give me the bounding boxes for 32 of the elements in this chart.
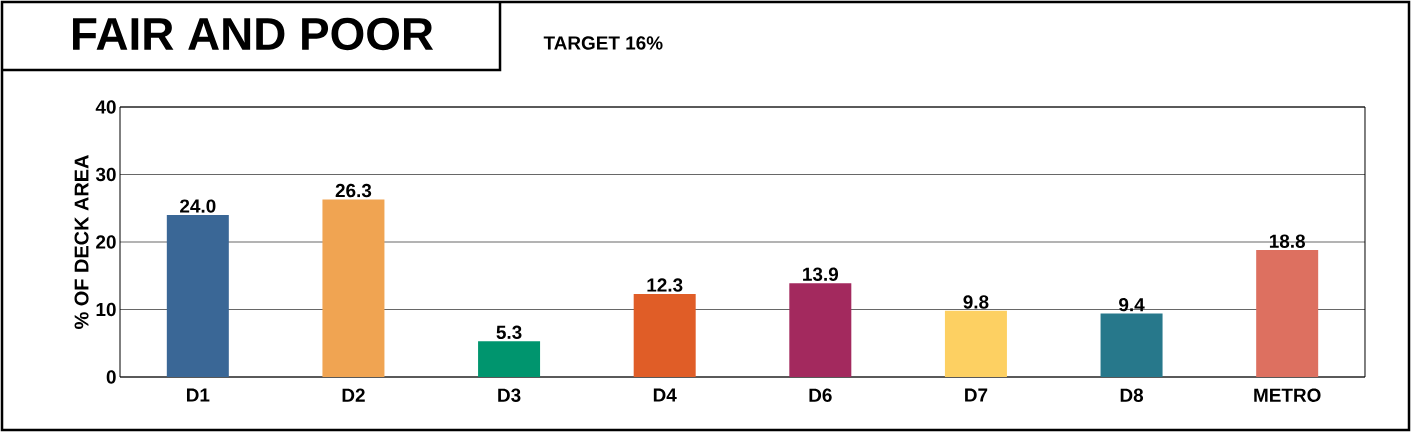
data-label: 9.4 (1119, 297, 1145, 312)
x-tick-label: D2 (342, 388, 365, 402)
x-tick-label: D4 (653, 388, 677, 402)
y-tick-label: 10 (96, 302, 116, 317)
chart-title: FAIR AND POOR (73, 17, 434, 51)
x-tick-label: D8 (1120, 388, 1144, 402)
data-label: 26.3 (335, 183, 372, 198)
bar (478, 341, 541, 377)
chart-subtitle: TARGET 16% (543, 36, 663, 50)
data-label: 9.8 (963, 295, 989, 309)
y-tick-label: 20 (96, 235, 116, 249)
x-tick-label: D3 (498, 388, 521, 402)
bar (944, 310, 1007, 377)
x-tick-label: D1 (186, 388, 210, 402)
bar (322, 199, 385, 377)
data-label: 18.8 (1269, 234, 1306, 248)
x-tick-label: METRO (1254, 388, 1321, 402)
x-tick-label: D7 (965, 388, 988, 402)
x-tick-label: D6 (809, 388, 832, 402)
data-label: 12.3 (647, 278, 683, 292)
bar (1100, 313, 1163, 377)
bar (633, 293, 696, 377)
bar (789, 283, 852, 377)
data-label: 24.0 (180, 199, 216, 213)
bar (166, 215, 229, 377)
data-label: 13.9 (803, 267, 839, 281)
y-tick-label: 0 (106, 370, 116, 384)
y-axis-title: % OF DECK AREA (74, 155, 89, 329)
y-tick-label: 30 (95, 167, 116, 182)
y-tick-label: 40 (95, 100, 116, 114)
bar (1256, 250, 1319, 377)
data-label: 5.3 (496, 325, 522, 340)
